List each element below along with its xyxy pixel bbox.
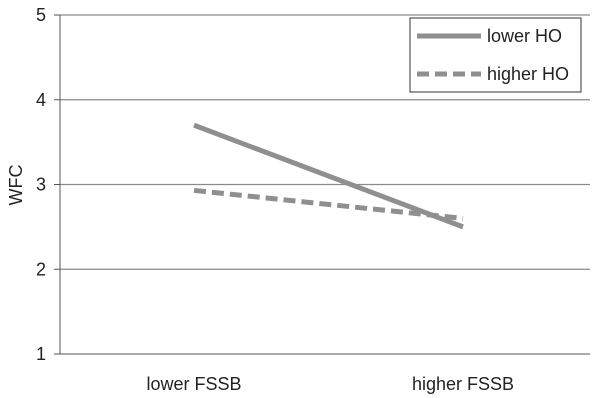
series-lines	[193, 122, 464, 230]
series-line-higher-ho	[193, 187, 464, 221]
y-tick-label: 5	[36, 5, 46, 25]
y-tick-label: 3	[36, 175, 46, 195]
x-tick-labels: lower FSSB higher FSSB	[146, 374, 514, 394]
y-tick-label: 1	[36, 344, 46, 364]
x-tick-label: lower FSSB	[146, 374, 241, 394]
axes	[59, 15, 590, 355]
y-tick-label: 2	[36, 259, 46, 279]
legend-label: higher HO	[487, 64, 569, 84]
legend-label: lower HO	[487, 26, 562, 46]
series-line-lower-ho	[193, 122, 464, 230]
x-tick-label: higher FSSB	[412, 374, 514, 394]
y-axis-label: WFC	[6, 165, 26, 206]
legend-box	[409, 17, 582, 93]
gridlines	[54, 14, 590, 355]
y-tick-labels: 1 2 3 4 5	[36, 5, 46, 364]
legend: lower HO higher HO	[409, 17, 582, 93]
y-tick-label: 4	[36, 90, 46, 110]
